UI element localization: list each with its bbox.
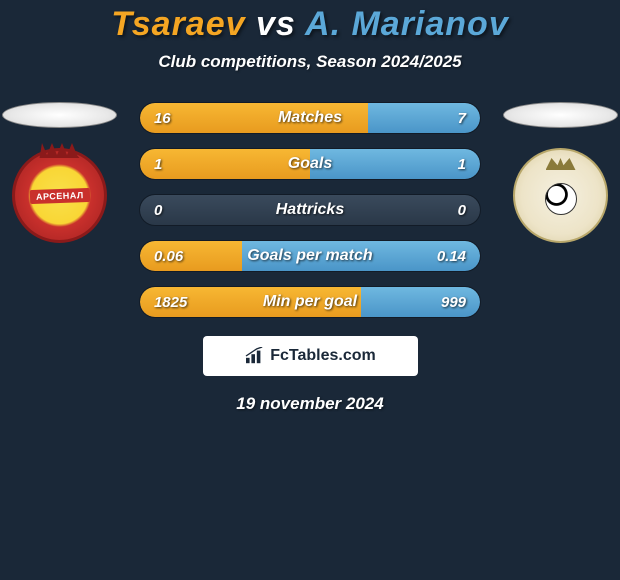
stat-row: 16 Matches 7 <box>139 102 481 134</box>
stat-label: Hattricks <box>276 201 344 219</box>
stat-row: 1825 Min per goal 999 <box>139 286 481 318</box>
subtitle: Club competitions, Season 2024/2025 <box>158 52 461 72</box>
player1-name: Tsaraev <box>111 5 245 43</box>
comparison-card: Tsaraev vs A. Marianov Club competitions… <box>0 0 620 414</box>
stat-value-right: 7 <box>458 110 466 127</box>
page-title: Tsaraev vs A. Marianov <box>111 5 508 44</box>
stat-label: Matches <box>278 109 342 127</box>
stat-value-right: 1 <box>458 156 466 173</box>
club-badge-left: АРСЕНАЛ <box>12 148 107 243</box>
stat-label: Goals per match <box>247 247 372 265</box>
right-name-plate <box>503 102 618 128</box>
stat-value-left: 1825 <box>154 294 187 311</box>
stat-value-right: 999 <box>441 294 466 311</box>
chart-icon <box>244 347 266 365</box>
stat-row: 0.06 Goals per match 0.14 <box>139 240 481 272</box>
date-label: 19 november 2024 <box>236 394 383 414</box>
stats-column: 16 Matches 7 1 Goals 1 0 Hattricks 0 0.06 Goals pe… <box>139 102 481 318</box>
left-name-plate <box>2 102 117 128</box>
stat-value-left: 0 <box>154 202 162 219</box>
vs-label: vs <box>256 5 296 43</box>
club-badge-left-label: АРСЕНАЛ <box>29 187 89 203</box>
stat-label: Goals <box>288 155 332 173</box>
soccer-ball-icon <box>545 183 577 215</box>
main-row: АРСЕНАЛ 16 Matches 7 1 Goals 1 0 Hattricks 0 0.06… <box>0 102 620 318</box>
stat-value-left: 0.06 <box>154 248 183 265</box>
stat-value-right: 0 <box>458 202 466 219</box>
player2-name: A. Marianov <box>305 5 509 43</box>
stat-row: 0 Hattricks 0 <box>139 194 481 226</box>
brand-text: FcTables.com <box>270 347 376 365</box>
brand-box[interactable]: FcTables.com <box>203 336 418 376</box>
stat-label: Min per goal <box>263 293 357 311</box>
left-badge-column: АРСЕНАЛ <box>0 102 119 243</box>
right-badge-column <box>501 102 620 243</box>
stat-fill-right <box>310 149 480 179</box>
stat-value-left: 16 <box>154 110 171 127</box>
stat-row: 1 Goals 1 <box>139 148 481 180</box>
stat-fill-left <box>140 149 310 179</box>
club-badge-right <box>513 148 608 243</box>
stat-value-right: 0.14 <box>437 248 466 265</box>
stat-value-left: 1 <box>154 156 162 173</box>
